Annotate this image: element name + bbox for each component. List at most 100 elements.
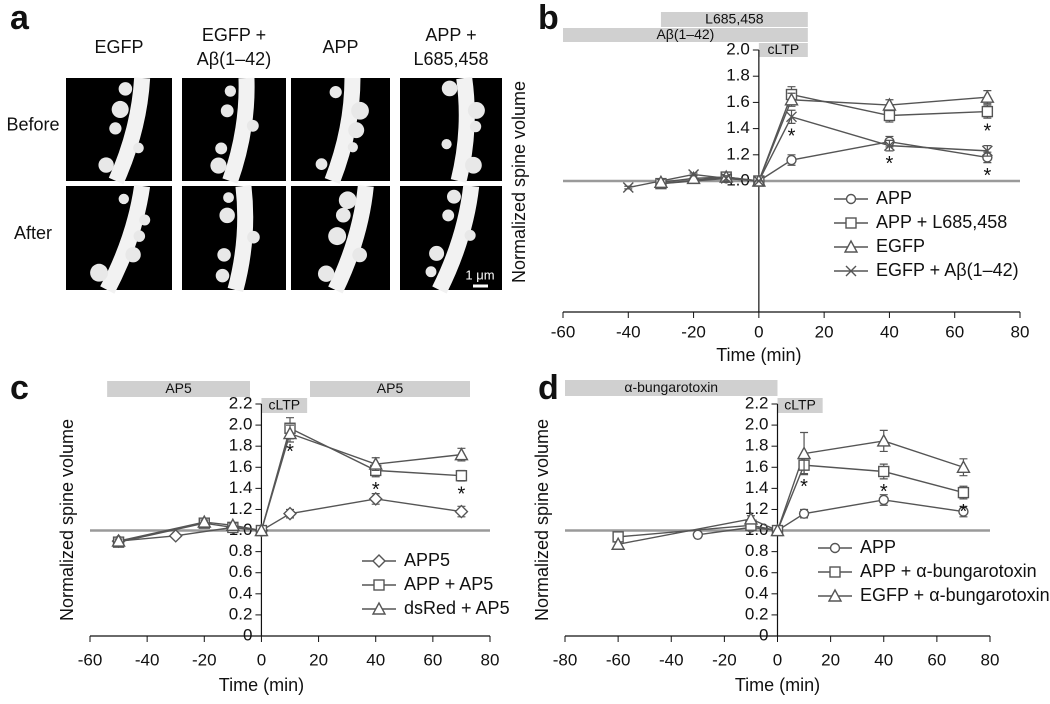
period-label: AP5: [165, 380, 192, 396]
x-tick-label: 0: [773, 650, 782, 669]
x-tick-label: -20: [681, 322, 706, 341]
spine: [210, 157, 227, 174]
spine: [347, 142, 358, 153]
y-tick-label: 2.0: [745, 415, 769, 434]
point: [622, 182, 634, 194]
y-tick-label: 1.6: [229, 457, 253, 476]
spine: [217, 248, 231, 262]
y-tick-label: 2.2: [229, 393, 253, 412]
spine: [219, 207, 235, 224]
y-tick-label: 2.0: [726, 39, 750, 58]
spine: [441, 139, 452, 150]
significance-star: *: [286, 441, 294, 463]
spine: [215, 142, 228, 155]
point: [956, 459, 971, 473]
spine: [447, 189, 461, 204]
x-tick-label: 60: [423, 650, 442, 669]
x-tick-label: 0: [754, 322, 763, 341]
legend-marker: [829, 542, 841, 554]
legend-marker: [829, 566, 841, 578]
x-axis-title: Time (min): [219, 675, 304, 695]
spine: [352, 247, 368, 263]
y-tick-label: 2.0: [229, 415, 253, 434]
point: [957, 486, 970, 499]
y-tick-label: 0: [243, 625, 252, 644]
spine: [329, 86, 342, 99]
series-line: [660, 96, 988, 184]
spine: [98, 157, 114, 173]
spine: [328, 227, 347, 246]
column-header: APP +: [425, 25, 476, 45]
y-tick-label: 1.2: [745, 499, 769, 518]
spine: [429, 245, 445, 261]
period-bar: [261, 398, 308, 413]
spine: [220, 104, 234, 118]
y-tick-label: 1.8: [726, 66, 750, 85]
point: [981, 145, 993, 157]
significance-star: *: [880, 481, 888, 503]
spine: [133, 230, 146, 242]
x-tick-label: 40: [874, 650, 893, 669]
x-tick-label: 80: [1011, 322, 1030, 341]
x-tick-label: -40: [616, 322, 641, 341]
panel-letter: c: [10, 369, 29, 407]
legend-label: APP + α-bungarotoxin: [860, 561, 1037, 581]
legend-label: APP + L685,458: [876, 212, 1007, 232]
legend-marker: [372, 554, 386, 568]
dendrite: [222, 77, 255, 184]
point: [653, 174, 669, 189]
y-tick-label: 1.4: [745, 478, 769, 497]
y-axis-title: Normalized spine volume: [532, 419, 552, 621]
series-line: [697, 499, 964, 536]
significance-star: *: [800, 476, 808, 498]
y-tick-label: 1.2: [726, 144, 750, 163]
spine: [351, 101, 369, 120]
point: [282, 426, 298, 440]
x-tick-label: 0: [257, 650, 266, 669]
column-header: L685,458: [413, 49, 488, 69]
point: [283, 506, 297, 521]
point: [225, 517, 241, 531]
column-header: EGFP +: [202, 25, 266, 45]
significance-star: *: [458, 483, 466, 505]
legend-marker: [845, 265, 857, 277]
spine: [348, 122, 365, 139]
significance-star: *: [372, 479, 380, 501]
point: [197, 514, 212, 528]
legend-label: dsRed + AP5: [404, 598, 510, 618]
y-tick-label: 1.8: [229, 436, 253, 455]
significance-star: *: [886, 153, 894, 175]
period-bar: [660, 12, 808, 27]
point: [454, 447, 469, 461]
period-label: Aβ(1–42): [656, 26, 714, 42]
point: [254, 523, 269, 537]
y-tick-label: 1.2: [229, 499, 253, 518]
spine: [109, 122, 122, 135]
point: [168, 528, 183, 543]
panel-letter: b: [538, 0, 559, 37]
spine: [469, 120, 482, 133]
spine: [441, 80, 458, 97]
point: [111, 533, 126, 547]
period-label: L685,458: [705, 11, 764, 27]
x-tick-label: -40: [659, 650, 684, 669]
y-tick-label: 0.6: [229, 562, 253, 581]
y-tick-label: 1.4: [726, 118, 750, 137]
spine: [118, 82, 133, 96]
series-line: [660, 93, 988, 185]
spine: [464, 229, 476, 241]
spine: [133, 142, 144, 154]
y-tick-label: 0: [759, 625, 768, 644]
y-tick-label: 1.4: [229, 478, 253, 497]
period-bar: [563, 28, 808, 42]
legend-marker: [845, 193, 857, 205]
row-label: After: [14, 223, 52, 243]
dendrite: [450, 76, 475, 183]
x-tick-label: 40: [880, 322, 899, 341]
legend-marker: [827, 588, 843, 602]
y-tick-label: 0.4: [229, 583, 253, 602]
point: [878, 465, 890, 478]
point: [796, 446, 812, 460]
point: [883, 109, 896, 122]
